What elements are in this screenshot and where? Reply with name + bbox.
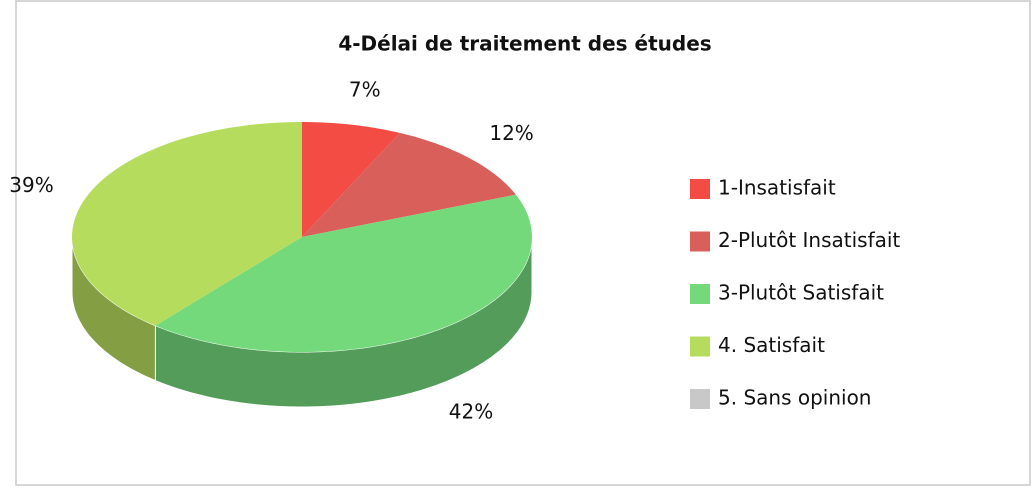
data-label: 39% (9, 173, 53, 197)
legend-swatch (690, 231, 710, 252)
pie-slice (72, 122, 302, 326)
chart-title: 4-Délai de traitement des études (338, 32, 711, 56)
pie-slice (155, 194, 532, 352)
data-label: 12% (489, 121, 533, 145)
pie-slice (302, 122, 400, 237)
legend-label: 2-Plutôt Insatisfait (718, 228, 900, 252)
legend-label: 3-Plutôt Satisfait (718, 281, 884, 305)
legend-swatch (690, 336, 710, 357)
legend-label: 5. Sans opinion (718, 386, 871, 410)
data-label: 7% (349, 78, 381, 102)
legend-label: 4. Satisfait (718, 333, 825, 357)
legend-label: 1-Insatisfait (718, 176, 836, 200)
legend-swatch (690, 284, 710, 304)
pie-slice (302, 132, 516, 237)
data-label: 42% (449, 399, 493, 423)
pie-side (71, 236, 156, 382)
legend-swatch (690, 179, 710, 199)
legend-swatch (690, 389, 710, 409)
